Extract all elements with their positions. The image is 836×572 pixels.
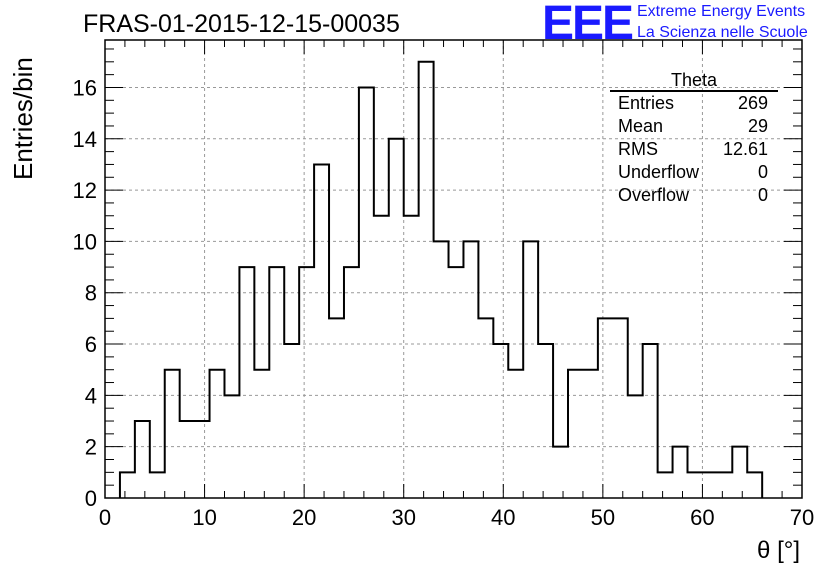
stats-label: Entries: [618, 93, 675, 113]
eee-logo: EEE: [542, 0, 634, 50]
histogram-bin: [434, 241, 449, 498]
y-tick-label: 6: [85, 332, 97, 357]
stats-row-underflow: Underflow 0: [610, 161, 778, 184]
stats-row-entries: Entries 269: [610, 92, 778, 115]
y-tick-label: 14: [73, 127, 97, 152]
histogram-bin: [359, 87, 374, 498]
histogram-bin: [538, 344, 553, 498]
logo-subtitle-line2: La Scienza nelle Scuole: [637, 24, 808, 41]
x-tick-labels: 0 10 20 30 40 50 60 70: [99, 505, 814, 530]
x-tick-label: 30: [391, 505, 415, 530]
histogram-bin: [687, 472, 702, 498]
stats-row-overflow: Overflow 0: [610, 184, 778, 207]
stats-label: Overflow: [618, 185, 690, 205]
y-tick-label: 4: [85, 383, 97, 408]
histogram-bin: [389, 139, 404, 498]
histogram-bin: [314, 164, 329, 498]
stats-value: 269: [737, 93, 768, 113]
histogram-bin: [493, 344, 508, 498]
y-tick-label: 0: [85, 486, 97, 511]
histogram-bin: [553, 447, 568, 498]
histogram-bin: [658, 472, 673, 498]
stats-label: Underflow: [618, 162, 700, 182]
histogram-bin: [673, 447, 688, 498]
x-tick-label: 0: [99, 505, 111, 530]
histogram-bin: [643, 344, 658, 498]
histogram-bin: [284, 344, 299, 498]
histogram-bin: [404, 216, 419, 498]
histogram-bin: [717, 472, 732, 498]
histogram-bin: [478, 318, 493, 498]
histogram-bin: [508, 370, 523, 498]
histogram-line: [118, 60, 764, 498]
logo-subtitle-line1: Extreme Energy Events: [637, 3, 806, 20]
histogram-bin: [747, 472, 762, 498]
histogram-bin: [329, 318, 344, 498]
stats-label: RMS: [618, 139, 658, 159]
y-tick-label: 10: [73, 229, 97, 254]
y-tick-labels: 0 2 4 6 8 10 12 14 16: [73, 75, 97, 511]
histogram-bin: [628, 395, 643, 498]
x-tick-label: 70: [790, 505, 814, 530]
histogram-bin: [224, 395, 239, 498]
histogram-bin: [120, 472, 135, 498]
stats-value: 12.61: [722, 139, 768, 159]
chart-title: FRAS-01-2015-12-15-00035: [83, 10, 400, 38]
stats-row-mean: Mean 29: [610, 115, 778, 138]
histogram-bin: [583, 370, 598, 498]
stats-value: 29: [747, 116, 768, 136]
y-tick-label: 12: [73, 178, 97, 203]
x-tick-label: 60: [690, 505, 714, 530]
histogram-bin: [165, 370, 180, 498]
y-tick-label: 16: [73, 75, 97, 100]
x-tick-label: 20: [292, 505, 316, 530]
plot-frame: [104, 39, 803, 499]
histogram-bin: [135, 421, 150, 498]
histogram-bin: [344, 267, 359, 498]
histogram-bin: [598, 318, 613, 498]
x-tick-label: 40: [491, 505, 515, 530]
stats-box: Theta Entries 269 Mean 29 RMS 12.61 Unde…: [610, 70, 778, 207]
stats-value: 0: [757, 185, 768, 205]
histogram-bin: [254, 370, 269, 498]
histogram-bin: [150, 472, 165, 498]
histogram-bin: [463, 241, 478, 498]
stats-label: Mean: [618, 116, 664, 136]
stats-value: 0: [757, 162, 768, 182]
histogram-bin: [568, 370, 583, 498]
x-tick-label: 10: [192, 505, 216, 530]
histogram-bin: [195, 421, 210, 498]
x-axis-label: θ [°]: [757, 537, 800, 564]
histogram-bin: [702, 472, 717, 498]
y-axis-label: Entries/bin: [8, 57, 38, 180]
x-tick-label: 50: [591, 505, 615, 530]
histogram-bin: [449, 267, 464, 498]
histogram-bin: [419, 62, 434, 498]
histogram-bin: [239, 267, 254, 498]
histogram-bin: [210, 370, 225, 498]
histogram-bin: [299, 267, 314, 498]
stats-box-title: Theta: [610, 70, 778, 92]
y-tick-label: 8: [85, 281, 97, 306]
histogram-bin: [732, 447, 747, 498]
y-tick-label: 2: [85, 435, 97, 460]
histogram-bin: [374, 216, 389, 498]
grid-lines: [105, 40, 802, 498]
histogram-bin: [180, 421, 195, 498]
histogram-bin: [523, 241, 538, 498]
histogram-bin: [269, 267, 284, 498]
stats-row-rms: RMS 12.61: [610, 138, 778, 161]
histogram-bin: [613, 318, 628, 498]
